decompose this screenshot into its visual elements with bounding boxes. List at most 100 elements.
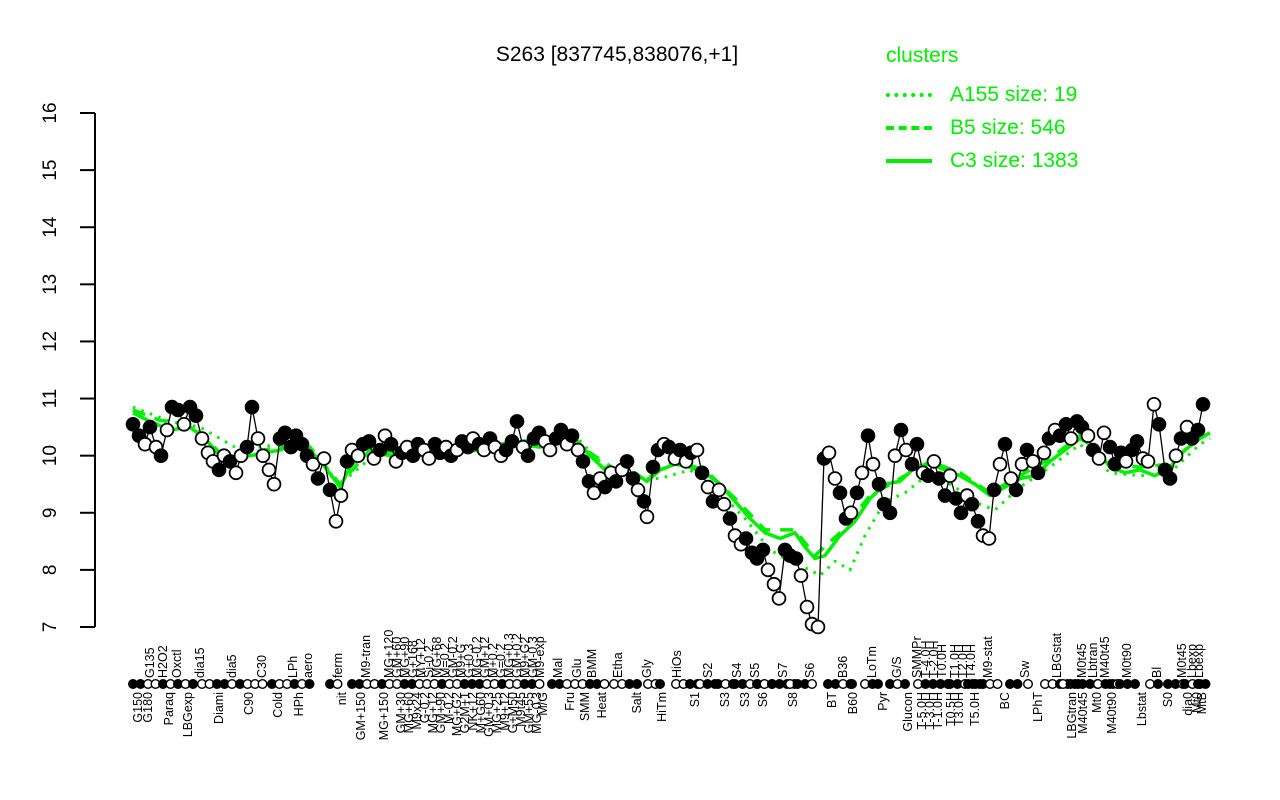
cluster-legend: clusters A155 size: 19 B5 size: 546 C3 s… [886, 44, 1078, 177]
condition-label: GM+60 [390, 637, 404, 678]
condition-label: M40t45 [1076, 692, 1090, 734]
y-tick-label: 16 [40, 102, 61, 123]
data-point-filled [244, 399, 260, 415]
condition-label: BT [825, 692, 839, 708]
condition-label: GM+30 [394, 692, 408, 733]
data-point-filled [125, 416, 141, 432]
condition-label: Fru [563, 692, 577, 711]
condition-label: Glu [570, 659, 584, 679]
condition-label: G/S [890, 656, 904, 678]
data-point-open [1080, 428, 1096, 444]
condition-label: GM+90 [434, 692, 448, 733]
data-point-filled [953, 505, 969, 521]
condition-label: H2O2 [156, 645, 170, 678]
data-point-filled [504, 434, 520, 449]
data-point-filled [170, 402, 186, 418]
data-point-filled [871, 476, 887, 492]
data-point-open [711, 482, 727, 498]
condition-label: Mt0 [1090, 692, 1104, 713]
data-point-filled [188, 408, 204, 424]
condition-label: GM+0.2 [510, 633, 524, 678]
data-point-filled [597, 479, 613, 495]
condition-label: M9-exp [533, 636, 547, 678]
condition-label: T-1.0H [931, 692, 945, 730]
y-tick-label: 7 [40, 622, 61, 633]
condition-label: T0.0H [935, 644, 949, 678]
condition-label: M-0.2 [442, 692, 456, 724]
condition-label: M=0.2 [438, 643, 452, 678]
condition-dot [534, 679, 545, 690]
condition-label: Mt0 [1190, 692, 1204, 713]
data-point-filled [1190, 422, 1206, 438]
condition-label: dia5 [225, 654, 239, 678]
condition-label: M9x24 [410, 692, 424, 730]
condition-dot [332, 679, 343, 690]
condition-label: T-5.0H [915, 692, 929, 730]
data-point-open [328, 513, 344, 529]
data-point-filled [645, 459, 661, 475]
legend-label: B5 size: 546 [950, 115, 1066, 139]
data-point-filled [239, 439, 255, 455]
data-point-filled [986, 482, 1002, 498]
data-point-open [1168, 448, 1184, 464]
condition-label: dia0 [1181, 692, 1195, 716]
condition-label: Heat [595, 691, 609, 718]
condition-label: G-0.2 [418, 692, 432, 723]
condition-label: Oxctl [170, 650, 184, 678]
data-point-filled [142, 419, 158, 435]
data-point-open [766, 576, 782, 592]
data-point-filled [722, 511, 738, 526]
condition-label: LPh [286, 656, 300, 678]
condition-label: S3 [738, 692, 752, 707]
data-point-open [639, 509, 655, 525]
condition-label: G135 [143, 647, 157, 678]
condition-label: T-3.0H [923, 692, 937, 730]
data-point-open [1146, 396, 1162, 412]
data-point-open [898, 442, 914, 458]
y-tick-label: 8 [40, 565, 61, 576]
legend-item-b5: B5 size: 546 [886, 111, 1078, 144]
data-point-filled [608, 474, 624, 489]
data-point-filled [509, 414, 525, 429]
condition-label: MG+90 [398, 637, 412, 678]
condition-labels-top: G135 H2O2 Oxctl dia15 dia5 C30 LPh aero ferm M9-t… [143, 630, 1206, 678]
data-point-filled [755, 542, 771, 558]
dashed-line-icon [886, 125, 932, 130]
data-point-open [1118, 454, 1134, 469]
data-point-open [887, 448, 903, 464]
data-point-filled [1195, 396, 1211, 412]
data-point-filled [322, 482, 338, 498]
condition-label: Glucon [901, 692, 915, 732]
data-point-open [810, 619, 826, 635]
y-tick-label: 12 [40, 331, 61, 352]
data-point-filled [738, 531, 754, 546]
condition-label: LBGexp [181, 692, 195, 737]
data-point-open [689, 442, 705, 458]
y-tick-label: 9 [40, 507, 61, 518]
condition-label: MG+60 [402, 692, 416, 733]
condition-label: Sw [1018, 660, 1032, 678]
data-point-open [305, 456, 321, 472]
data-point-filled [788, 551, 804, 566]
condition-label: M9t45 [514, 692, 528, 727]
condition-label: M+G60 [474, 692, 488, 733]
condition-label: GM-0.3 [526, 636, 540, 678]
condition-label: T-4.0H [919, 640, 933, 678]
legend-title: clusters [886, 44, 959, 67]
condition-label: Pyr [876, 692, 890, 711]
data-point-filled [619, 454, 635, 469]
condition-label: GM+55 [522, 692, 536, 733]
data-point-open [854, 465, 870, 481]
condition-label: C90 [242, 692, 256, 715]
data-point-filled [832, 485, 848, 501]
condition-label: HiTm [655, 692, 669, 722]
condition-label: Salt [630, 691, 644, 713]
condition-label: Si-0.2 [422, 645, 436, 678]
data-point-open [865, 456, 881, 472]
data-point-open [630, 482, 646, 498]
condition-label: S5 [748, 663, 762, 678]
condition-label: G+168 [406, 640, 420, 678]
condition-label: M9-tran [359, 635, 373, 678]
